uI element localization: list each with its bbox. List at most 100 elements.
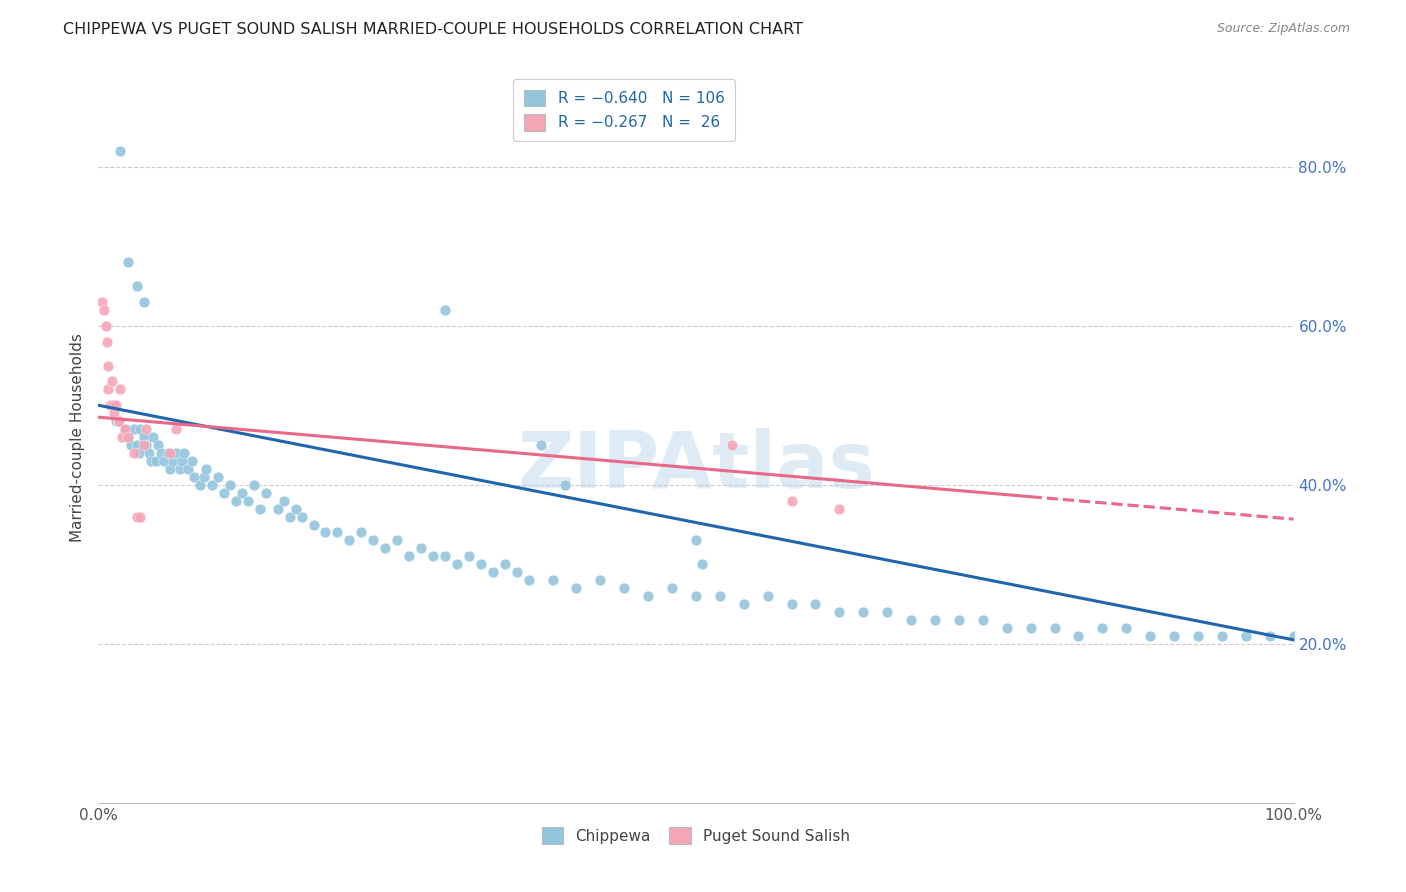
Point	[458, 549, 481, 564]
Point	[96, 334, 118, 349]
Point	[128, 446, 150, 460]
Point	[111, 430, 134, 444]
Point	[554, 477, 576, 491]
Point	[709, 589, 731, 603]
Point	[193, 470, 215, 484]
Point	[494, 558, 516, 572]
Point	[225, 493, 247, 508]
Point	[876, 605, 898, 619]
Point	[114, 422, 136, 436]
Point	[195, 462, 218, 476]
Point	[107, 414, 129, 428]
Point	[398, 549, 420, 564]
Point	[156, 446, 179, 460]
Point	[138, 446, 160, 460]
Text: CHIPPEWA VS PUGET SOUND SALISH MARRIED-COUPLE HOUSEHOLDS CORRELATION CHART: CHIPPEWA VS PUGET SOUND SALISH MARRIED-C…	[63, 22, 803, 37]
Point	[613, 581, 636, 595]
Point	[231, 485, 253, 500]
Point	[267, 501, 290, 516]
Point	[101, 398, 124, 412]
Point	[132, 430, 155, 444]
Point	[541, 573, 564, 587]
Point	[1115, 621, 1137, 635]
Point	[661, 581, 683, 595]
Point	[326, 525, 349, 540]
Point	[278, 509, 301, 524]
Point	[165, 446, 187, 460]
Point	[828, 605, 851, 619]
Point	[114, 422, 136, 436]
Point	[589, 573, 612, 587]
Point	[315, 525, 337, 540]
Point	[1234, 629, 1257, 643]
Point	[685, 533, 707, 548]
Point	[828, 501, 851, 516]
Point	[117, 430, 139, 444]
Point	[149, 446, 172, 460]
Point	[972, 613, 994, 627]
Point	[339, 533, 361, 548]
Point	[129, 422, 152, 436]
Point	[273, 493, 295, 508]
Point	[159, 462, 181, 476]
Point	[284, 501, 307, 516]
Point	[637, 589, 659, 603]
Point	[422, 549, 444, 564]
Point	[506, 566, 529, 580]
Point	[690, 558, 713, 572]
Point	[97, 359, 120, 373]
Point	[183, 470, 205, 484]
Point	[207, 470, 229, 484]
Point	[108, 144, 131, 158]
Point	[470, 558, 492, 572]
Point	[173, 446, 195, 460]
Y-axis label: Married-couple Households: Married-couple Households	[70, 333, 86, 541]
Point	[139, 454, 162, 468]
Point	[995, 621, 1018, 635]
Point	[132, 294, 155, 309]
Point	[517, 573, 540, 587]
Point	[180, 454, 202, 468]
Point	[434, 302, 457, 317]
Point	[159, 446, 181, 460]
Point	[685, 589, 707, 603]
Point	[125, 279, 148, 293]
Point	[125, 438, 148, 452]
Point	[1091, 621, 1114, 635]
Point	[236, 493, 259, 508]
Text: Source: ZipAtlas.com: Source: ZipAtlas.com	[1216, 22, 1350, 36]
Point	[177, 462, 200, 476]
Point	[733, 597, 755, 611]
Point	[98, 398, 122, 412]
Point	[153, 454, 176, 468]
Point	[201, 477, 224, 491]
Point	[1163, 629, 1185, 643]
Point	[350, 525, 373, 540]
Point	[135, 422, 157, 436]
Point	[212, 485, 235, 500]
Point	[103, 406, 125, 420]
Point	[91, 294, 114, 309]
Point	[804, 597, 827, 611]
Point	[434, 549, 457, 564]
Point	[93, 302, 115, 317]
Point	[105, 398, 128, 412]
Point	[120, 438, 142, 452]
Point	[132, 438, 155, 452]
Point	[756, 589, 779, 603]
Point	[105, 414, 128, 428]
Point	[302, 517, 325, 532]
Point	[852, 605, 875, 619]
Point	[1211, 629, 1233, 643]
Point	[780, 597, 803, 611]
Text: ZIPAtlas: ZIPAtlas	[517, 428, 875, 504]
Point	[385, 533, 409, 548]
Point	[145, 454, 167, 468]
Point	[117, 430, 139, 444]
Point	[1067, 629, 1090, 643]
Point	[169, 462, 191, 476]
Point	[94, 318, 117, 333]
Point	[924, 613, 946, 627]
Point	[1282, 629, 1305, 643]
Point	[1043, 621, 1066, 635]
